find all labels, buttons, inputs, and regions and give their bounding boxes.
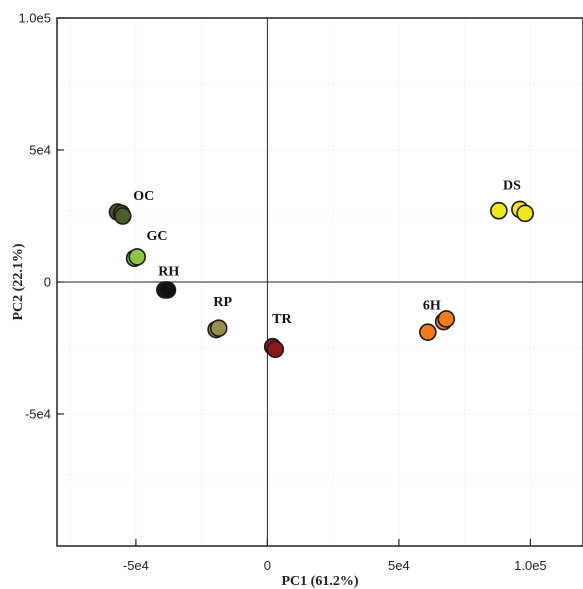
x-tick-label: 1.0e5: [514, 558, 547, 573]
data-point-6h: [437, 310, 456, 328]
group-label-rp: RP: [213, 295, 232, 310]
data-point-rh: [158, 281, 177, 299]
data-points: [108, 200, 534, 359]
x-tick-label: -5e4: [123, 558, 149, 573]
data-point-ds: [516, 204, 534, 223]
y-axis-title: PC2 (22.1%): [11, 243, 26, 320]
y-tick-label: -5e4: [25, 407, 51, 422]
group-label-6h: 6H: [423, 299, 441, 314]
data-point-tr: [266, 340, 285, 359]
x-tick-label: 5e4: [388, 558, 410, 573]
y-tick-label: 5e4: [29, 143, 51, 158]
data-point-6h: [419, 323, 437, 341]
group-label-tr: TR: [272, 312, 292, 327]
data-point-oc: [113, 207, 132, 225]
y-tick-label: 1.0e5: [18, 11, 51, 26]
x-tick-label: 0: [264, 558, 271, 573]
data-point-gc: [128, 248, 147, 266]
group-label-ds: DS: [503, 179, 521, 194]
data-point-ds: [490, 201, 508, 220]
group-label-gc: GC: [146, 229, 167, 244]
group-label-rh: RH: [158, 264, 179, 279]
group-labels: OC GC RH RP TR 6H DS: [133, 179, 521, 327]
y-tick-label: 0: [44, 275, 51, 290]
group-label-oc: OC: [133, 189, 154, 204]
zero-lines: [57, 18, 583, 546]
data-point-rp: [209, 319, 228, 338]
x-axis-title: PC1 (61.2%): [282, 574, 359, 589]
axis-ticks: -5e4 0 5e4 1.0e5 1.0e5 5e4 0 -5e4: [18, 11, 546, 574]
